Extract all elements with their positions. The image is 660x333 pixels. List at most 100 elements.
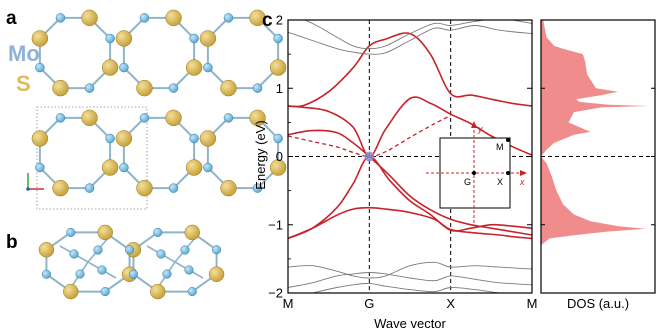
y-axis-label: Energy (eV) bbox=[253, 120, 268, 189]
s-atom bbox=[81, 9, 98, 27]
mo-atom bbox=[212, 245, 222, 255]
element-label-s: S bbox=[16, 71, 31, 96]
dos-area bbox=[541, 20, 649, 293]
mo-atom bbox=[153, 227, 163, 237]
y-tick-label: 2 bbox=[276, 13, 283, 28]
red-band-3 bbox=[288, 155, 532, 240]
inset-ky-arrow bbox=[471, 121, 477, 128]
panel-label-c: c bbox=[262, 10, 273, 31]
inset-point-G bbox=[472, 171, 476, 175]
dos-plot bbox=[540, 19, 656, 294]
s-atom bbox=[185, 59, 203, 76]
s-atom bbox=[81, 109, 98, 127]
mo-atom bbox=[168, 83, 179, 93]
y-tick-label: 1 bbox=[276, 81, 283, 96]
kpoint-label-X: X bbox=[446, 296, 455, 311]
mo-atom bbox=[119, 162, 129, 173]
inset-label-x: x bbox=[519, 177, 525, 187]
mo-atom bbox=[223, 13, 234, 23]
inset-kx-arrow bbox=[520, 170, 527, 176]
gray-band-8 bbox=[288, 261, 532, 279]
mo-atom bbox=[55, 13, 66, 23]
inset-point-X bbox=[506, 171, 510, 175]
inset-label-y: y bbox=[477, 124, 483, 134]
mo-atom bbox=[223, 113, 234, 123]
mo-atom bbox=[105, 133, 115, 144]
red-band-0 bbox=[288, 32, 532, 108]
mo-atom bbox=[41, 269, 51, 279]
mo-atom bbox=[139, 113, 150, 123]
mo-atom bbox=[184, 265, 194, 275]
s-atom bbox=[38, 242, 55, 258]
s-atom bbox=[52, 79, 69, 97]
inset-point-M bbox=[506, 138, 510, 142]
y-tick-label: −2 bbox=[268, 286, 283, 301]
s-atom bbox=[136, 79, 153, 97]
mo-atom bbox=[100, 287, 110, 297]
mo-atom bbox=[180, 245, 190, 255]
s-atom bbox=[249, 109, 266, 127]
panel-label-a: a bbox=[6, 8, 17, 29]
mo-atom bbox=[75, 269, 85, 279]
axis-triad-z bbox=[26, 187, 30, 191]
inset-label-g: G bbox=[464, 177, 471, 187]
mo-atom bbox=[189, 33, 199, 44]
s-atom bbox=[150, 283, 166, 300]
s-atom bbox=[115, 30, 133, 47]
mo-atom bbox=[119, 62, 129, 73]
mo-atom bbox=[97, 265, 107, 275]
gray-band-9 bbox=[288, 272, 532, 288]
mo-atom bbox=[105, 33, 115, 44]
mo-atom bbox=[125, 245, 135, 255]
mo-atom bbox=[156, 249, 166, 259]
mo-atom bbox=[66, 227, 76, 237]
band-structure-plot: −2 −1 0 1 2 M G X My x M G X bbox=[268, 13, 537, 312]
x-axis-label: Wave vector bbox=[374, 316, 446, 331]
inset-label-m: M bbox=[496, 142, 504, 152]
mo-atom bbox=[128, 269, 138, 279]
mo-atom bbox=[252, 83, 263, 93]
red-band-1 bbox=[288, 96, 532, 158]
mo-atom bbox=[187, 287, 197, 297]
y-tick-label: −1 bbox=[268, 217, 283, 232]
s-atom bbox=[165, 109, 182, 127]
dirac-point-marker bbox=[364, 151, 375, 162]
mo-atom bbox=[252, 183, 263, 193]
dos-axis-label: DOS (a.u.) bbox=[567, 296, 629, 311]
y-tick-label: 0 bbox=[276, 149, 283, 164]
s-atom bbox=[63, 283, 79, 300]
s-atom bbox=[220, 179, 237, 197]
s-atom bbox=[136, 179, 153, 197]
mo-atom bbox=[93, 245, 103, 255]
bands-group bbox=[288, 20, 532, 293]
mo-atom bbox=[273, 133, 283, 144]
mo-atom bbox=[84, 183, 95, 193]
mo-atom bbox=[139, 13, 150, 23]
mo-atom bbox=[35, 62, 45, 73]
s-atom bbox=[115, 130, 133, 147]
crystal-structure-side-view bbox=[38, 224, 225, 300]
element-label-mo: Mo bbox=[8, 41, 40, 66]
s-atom bbox=[269, 59, 287, 76]
red-band-4 bbox=[288, 206, 532, 240]
red-band-2 bbox=[288, 129, 532, 236]
s-atom bbox=[101, 59, 119, 76]
mo-atom bbox=[35, 162, 45, 173]
unit-cell-outline bbox=[36, 106, 148, 210]
mo-atom bbox=[162, 269, 172, 279]
mo-atom bbox=[55, 113, 66, 123]
s-atom bbox=[185, 159, 203, 176]
s-atom bbox=[31, 130, 49, 147]
s-atom bbox=[269, 159, 287, 176]
crystal-structure-top-view bbox=[26, 9, 287, 210]
s-atom bbox=[184, 224, 200, 241]
kpoint-label-M: M bbox=[283, 296, 294, 311]
mo-atom bbox=[273, 33, 283, 44]
panel-label-b: b bbox=[6, 232, 18, 253]
s-atom bbox=[208, 266, 225, 282]
mo-atom bbox=[69, 249, 79, 259]
mo-atom bbox=[203, 162, 213, 173]
red-band-5 bbox=[288, 114, 451, 158]
mo-atom bbox=[168, 183, 179, 193]
